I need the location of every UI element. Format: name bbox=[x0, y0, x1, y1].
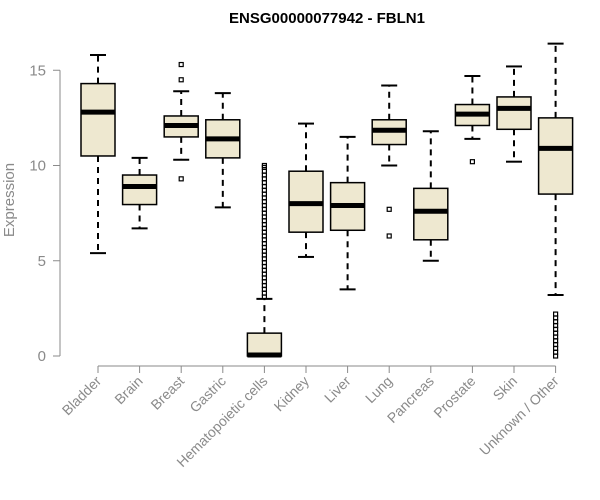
box-bladder bbox=[80, 54, 116, 255]
x-tick-label: Prostate bbox=[430, 373, 478, 421]
iqr-box bbox=[413, 187, 449, 241]
x-tick-label: Skin bbox=[490, 373, 521, 404]
x-tick-label: Unknown / Other bbox=[476, 373, 562, 459]
box-prostate bbox=[454, 74, 491, 165]
box-kidney bbox=[288, 122, 324, 258]
box-gastric bbox=[205, 92, 241, 209]
y-tick-label: 0 bbox=[38, 348, 46, 365]
box-skin bbox=[496, 65, 532, 163]
iqr-box bbox=[121, 174, 158, 206]
x-tick-label: Kidney bbox=[271, 373, 313, 415]
box-pancreas bbox=[413, 130, 449, 262]
box-series bbox=[80, 42, 574, 359]
y-tick-label: 10 bbox=[29, 158, 46, 175]
x-tick-label: Lung bbox=[362, 373, 395, 406]
box-breast bbox=[163, 61, 199, 182]
outlier-point bbox=[552, 311, 559, 317]
box-brain bbox=[121, 156, 158, 230]
y-axis-label: Expression bbox=[1, 163, 18, 237]
x-tick-label: Bladder bbox=[59, 373, 105, 419]
x-tick-label: Brain bbox=[111, 373, 145, 407]
outlier-point bbox=[178, 61, 184, 68]
y-tick-label: 5 bbox=[38, 253, 46, 270]
chart-title: ENSG00000077942 - FBLN1 bbox=[229, 10, 425, 27]
iqr-box bbox=[80, 82, 116, 157]
outlier-point bbox=[178, 77, 184, 83]
x-tick-label: Liver bbox=[321, 373, 354, 406]
box-hematopoietic-cells bbox=[246, 162, 283, 358]
box-lung bbox=[371, 84, 407, 239]
box-unknown-other bbox=[537, 42, 574, 359]
box-liver bbox=[329, 135, 366, 291]
outlier-point bbox=[178, 176, 184, 182]
outlier-point bbox=[261, 162, 267, 169]
y-tick-label: 15 bbox=[29, 62, 46, 79]
iqr-box bbox=[496, 96, 532, 131]
outlier-point bbox=[386, 233, 392, 239]
outlier-point bbox=[469, 159, 475, 165]
y-axis: 0 5 10 15 bbox=[29, 62, 61, 365]
x-tick-label: Breast bbox=[147, 373, 187, 413]
iqr-box bbox=[537, 117, 574, 195]
outlier-point bbox=[386, 206, 392, 212]
